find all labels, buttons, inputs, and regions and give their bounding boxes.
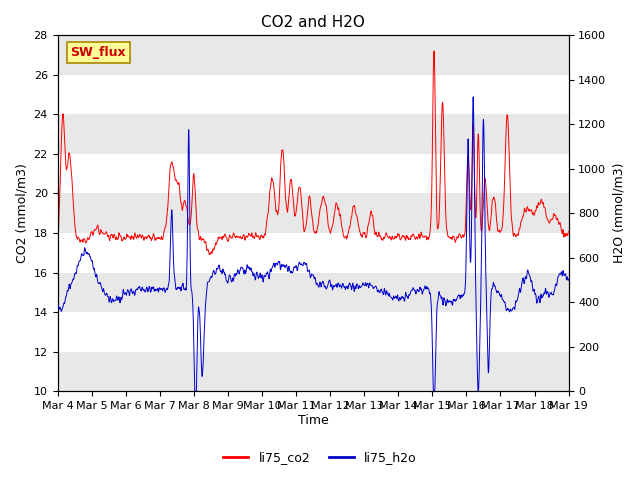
Bar (58, 114, 568, 154)
Legend: li75_co2, li75_h2o: li75_co2, li75_h2o (218, 446, 422, 469)
X-axis label: Time: Time (298, 414, 328, 427)
Bar (58, 193, 568, 233)
Bar (58, 273, 568, 312)
Bar (58, 351, 568, 391)
Title: CO2 and H2O: CO2 and H2O (261, 15, 365, 30)
Y-axis label: CO2 (mmol/m3): CO2 (mmol/m3) (15, 163, 28, 263)
Y-axis label: H2O (mmol/m3): H2O (mmol/m3) (612, 163, 625, 264)
Bar (58, 36, 568, 75)
Text: SW_flux: SW_flux (70, 46, 126, 59)
